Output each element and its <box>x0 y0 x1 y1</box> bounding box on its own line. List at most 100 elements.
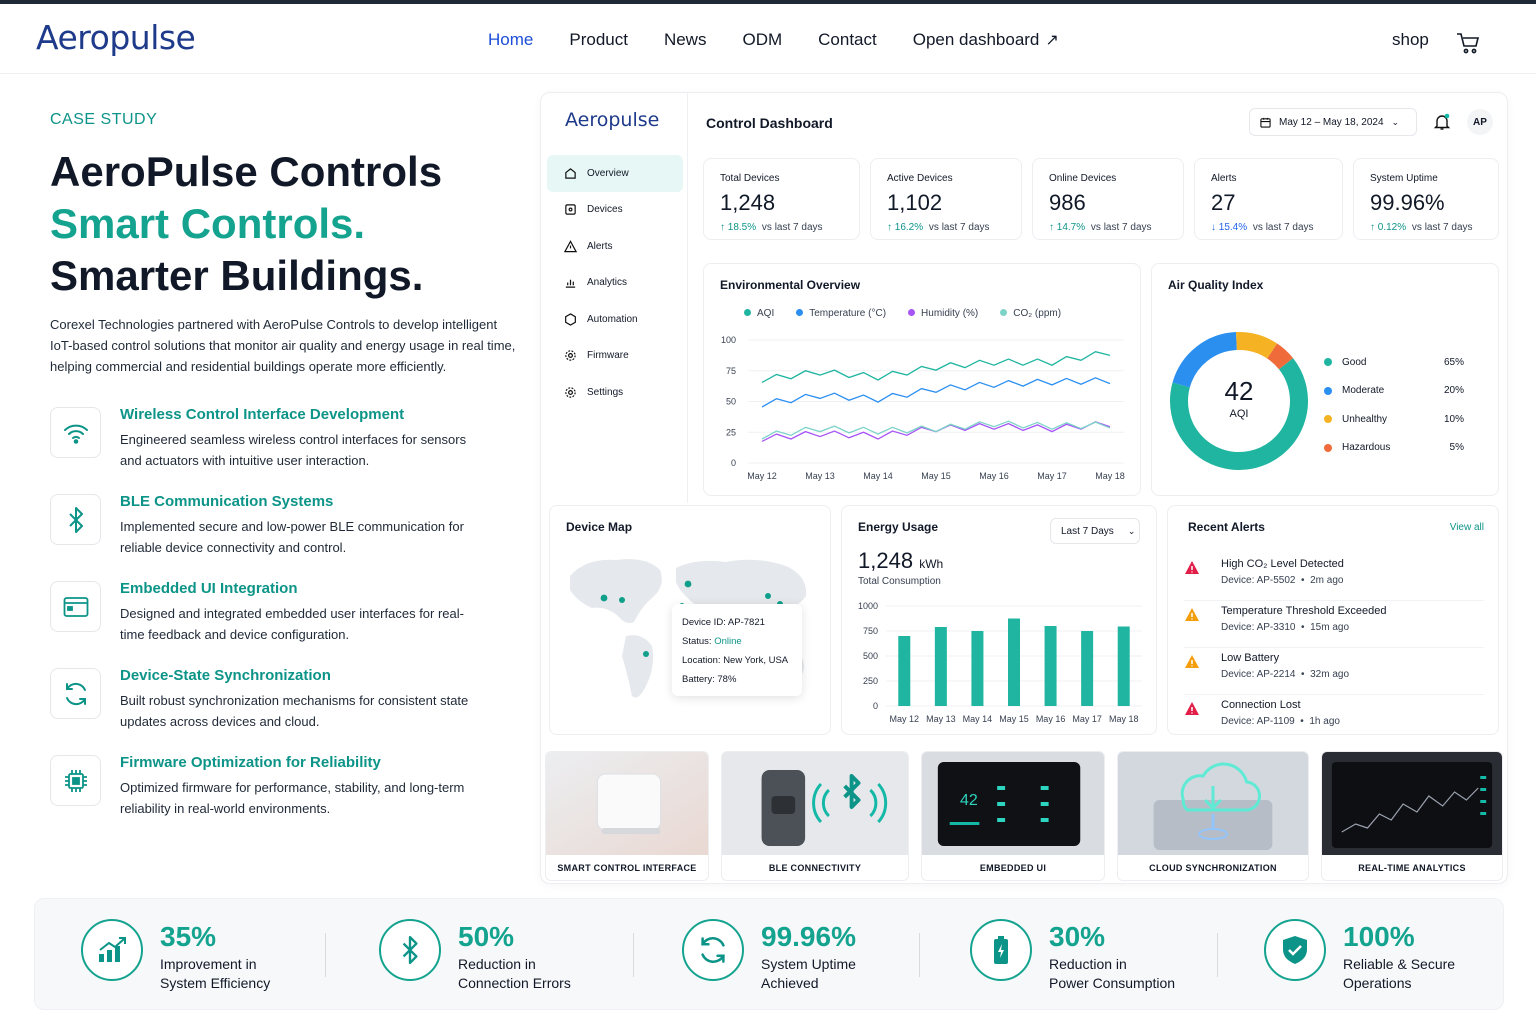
stat-label-line: Power Consumption <box>1049 975 1176 991</box>
aqi-legend-pct: 65% <box>1443 356 1464 368</box>
x-tick-label: May 13 <box>926 714 956 724</box>
warning-icon <box>1185 608 1199 621</box>
alert-item[interactable]: High CO₂ Level Detected Device: AP-5502 … <box>1184 554 1484 601</box>
kpi-delta: ↑ 18.5% vs last 7 days <box>720 222 843 233</box>
nav-contact[interactable]: Contact <box>818 30 877 49</box>
warning-icon <box>1185 561 1199 574</box>
stat-label-line: Achieved <box>761 975 819 991</box>
nav-odm[interactable]: ODM <box>742 30 783 49</box>
alert-device: Device: AP-2214 <box>1221 669 1296 680</box>
thumbnail-embedded-ui[interactable]: 42 EMBEDDED UI <box>921 751 1105 881</box>
arrow-up-icon: ↑ <box>720 222 725 233</box>
embedded-screen-value: 42 <box>960 792 978 809</box>
donut-slice <box>1170 358 1308 470</box>
arrow-up-icon: ↑ <box>1370 222 1375 233</box>
kpi-note: vs last 7 days <box>1411 222 1473 233</box>
hero-line-3: Smarter Buildings. <box>50 252 424 299</box>
stat-value: 100% <box>1343 921 1415 952</box>
kpi-value: 99.96% <box>1370 190 1445 215</box>
tooltip-status-label: Status: <box>682 636 712 647</box>
dashboard-logo: Aeropulse <box>565 109 660 131</box>
alert-item[interactable]: Low Battery Device: AP-2214 • 32m ago <box>1184 648 1484 695</box>
y-tick-label: 0 <box>731 458 736 468</box>
sidebar-item-automation[interactable]: Automation <box>547 301 683 338</box>
legend-label: Humidity (%) <box>921 308 979 319</box>
aqi-donut-chart <box>1170 332 1308 470</box>
view-all-link[interactable]: View all <box>1449 522 1484 533</box>
cloud-sync-image <box>1118 752 1308 855</box>
bar <box>1117 626 1130 706</box>
x-tick-label: May 14 <box>963 714 993 724</box>
sidebar-item-overview[interactable]: Overview <box>547 155 683 192</box>
divider <box>633 933 634 977</box>
series-line <box>761 350 1111 384</box>
thumbnail-smart-control[interactable]: SMART CONTROL INTERFACE <box>545 751 709 881</box>
alert-time: 15m ago <box>1310 622 1350 633</box>
sidebar-item-analytics[interactable]: Analytics <box>547 265 683 302</box>
stat-label-line: Reliable & Secure <box>1343 956 1456 972</box>
alert-item[interactable]: Connection Lost Device: AP-1109 • 1h ago <box>1184 695 1484 742</box>
thumbnail-ble[interactable]: BLE CONNECTIVITY <box>721 751 909 881</box>
thumbnail-analytics[interactable]: REAL-TIME ANALYTICS <box>1321 751 1503 881</box>
device-tooltip: Device ID: AP-7821 Status: Online Locati… <box>672 604 802 696</box>
nav-home[interactable]: Home <box>488 30 534 49</box>
alert-title: High CO₂ Level Detected <box>1221 558 1344 570</box>
kpi-delta: ↑ 0.12% vs last 7 days <box>1370 222 1482 233</box>
kpi-label: Alerts <box>1211 173 1237 184</box>
alert-time: 2m ago <box>1310 575 1344 586</box>
site-logo[interactable]: Aeropulse <box>36 18 196 57</box>
site-header: Aeropulse Home Product News ODM Contact … <box>0 4 1536 74</box>
y-tick-label: 1000 <box>858 601 878 611</box>
alert-item[interactable]: Temperature Threshold Exceeded Device: A… <box>1184 601 1484 648</box>
bar <box>1044 626 1057 706</box>
energy-subtitle: Total Consumption <box>858 576 941 587</box>
date-range-picker[interactable]: May 12 – May 18, 2024 ⌄ <box>1249 108 1417 136</box>
feature-title: Wireless Control Interface Development <box>120 406 405 423</box>
thumbnail-caption: SMART CONTROL INTERFACE <box>557 863 697 873</box>
nav-product[interactable]: Product <box>569 30 628 49</box>
x-tick-label: May 12 <box>890 714 920 724</box>
sidebar-item-devices[interactable]: Devices <box>547 192 683 229</box>
environmental-line-chart: 0 25 50 75 100 May 12 May 13 May 14 May 15 May 16… <box>721 335 1125 481</box>
smart-control-device-image <box>546 752 708 855</box>
cart-icon[interactable] <box>1456 32 1480 54</box>
window-icon <box>50 581 101 632</box>
bluetooth-icon <box>379 919 441 981</box>
avatar[interactable]: AP <box>1467 109 1493 135</box>
hero-title: AeroPulse Controls Smart Controls. Smart… <box>50 146 530 302</box>
energy-bar-chart: 0 250 500 750 1000 May 12 May 13 May 14 May 15 Ma… <box>858 601 1142 724</box>
chevron-down-icon: ⌄ <box>1391 116 1400 127</box>
kpi-card: Online Devices 986 ↑ 14.7% vs last 7 day… <box>1032 158 1184 240</box>
stat-value: 50% <box>458 921 515 952</box>
shop-link[interactable]: shop <box>1392 30 1429 49</box>
divider <box>919 933 920 977</box>
alert-title: Temperature Threshold Exceeded <box>1221 605 1387 617</box>
embedded-ui-screen-image <box>922 752 1104 855</box>
aqi-legend: Good 65% Moderate 20% Unhealthy 10% Hazardo… <box>1324 348 1464 462</box>
sidebar-item-firmware[interactable]: Firmware <box>547 338 683 375</box>
calendar-icon <box>1260 117 1271 128</box>
nav-news[interactable]: News <box>663 30 707 49</box>
x-tick-label: May 14 <box>863 471 893 481</box>
sidebar-item-settings[interactable]: Settings <box>547 374 683 411</box>
external-link-icon: ↗ <box>1045 32 1059 49</box>
kpi-note: vs last 7 days <box>1090 222 1152 233</box>
energy-range-select[interactable]: Last 7 Days ⌄ <box>1050 518 1140 544</box>
hero-line-1: AeroPulse Controls <box>50 148 443 195</box>
x-tick-label: May 17 <box>1072 714 1102 724</box>
kpi-value: 986 <box>1049 190 1086 215</box>
kpi-delta-pct: 18.5% <box>727 222 757 233</box>
card-title: Device Map <box>566 520 633 534</box>
alert-device: Device: AP-3310 <box>1221 622 1296 633</box>
aqi-legend-name: Good <box>1342 356 1367 368</box>
kpi-note: vs last 7 days <box>761 222 823 233</box>
sidebar-item-alerts[interactable]: Alerts <box>547 228 683 265</box>
bell-icon[interactable] <box>1433 113 1451 131</box>
feature-item: Firmware Optimization for Reliability Op… <box>50 752 520 839</box>
bar <box>971 631 984 706</box>
dashboard-title: Control Dashboard <box>706 115 833 131</box>
thumbnail-caption: BLE CONNECTIVITY <box>768 863 862 873</box>
nav-open-dashboard[interactable]: Open dashboard ↗ <box>913 30 1059 50</box>
kpi-delta: ↓ 15.4% vs last 7 days <box>1211 222 1326 233</box>
thumbnail-cloud-sync[interactable]: CLOUD SYNCHRONIZATION <box>1117 751 1309 881</box>
